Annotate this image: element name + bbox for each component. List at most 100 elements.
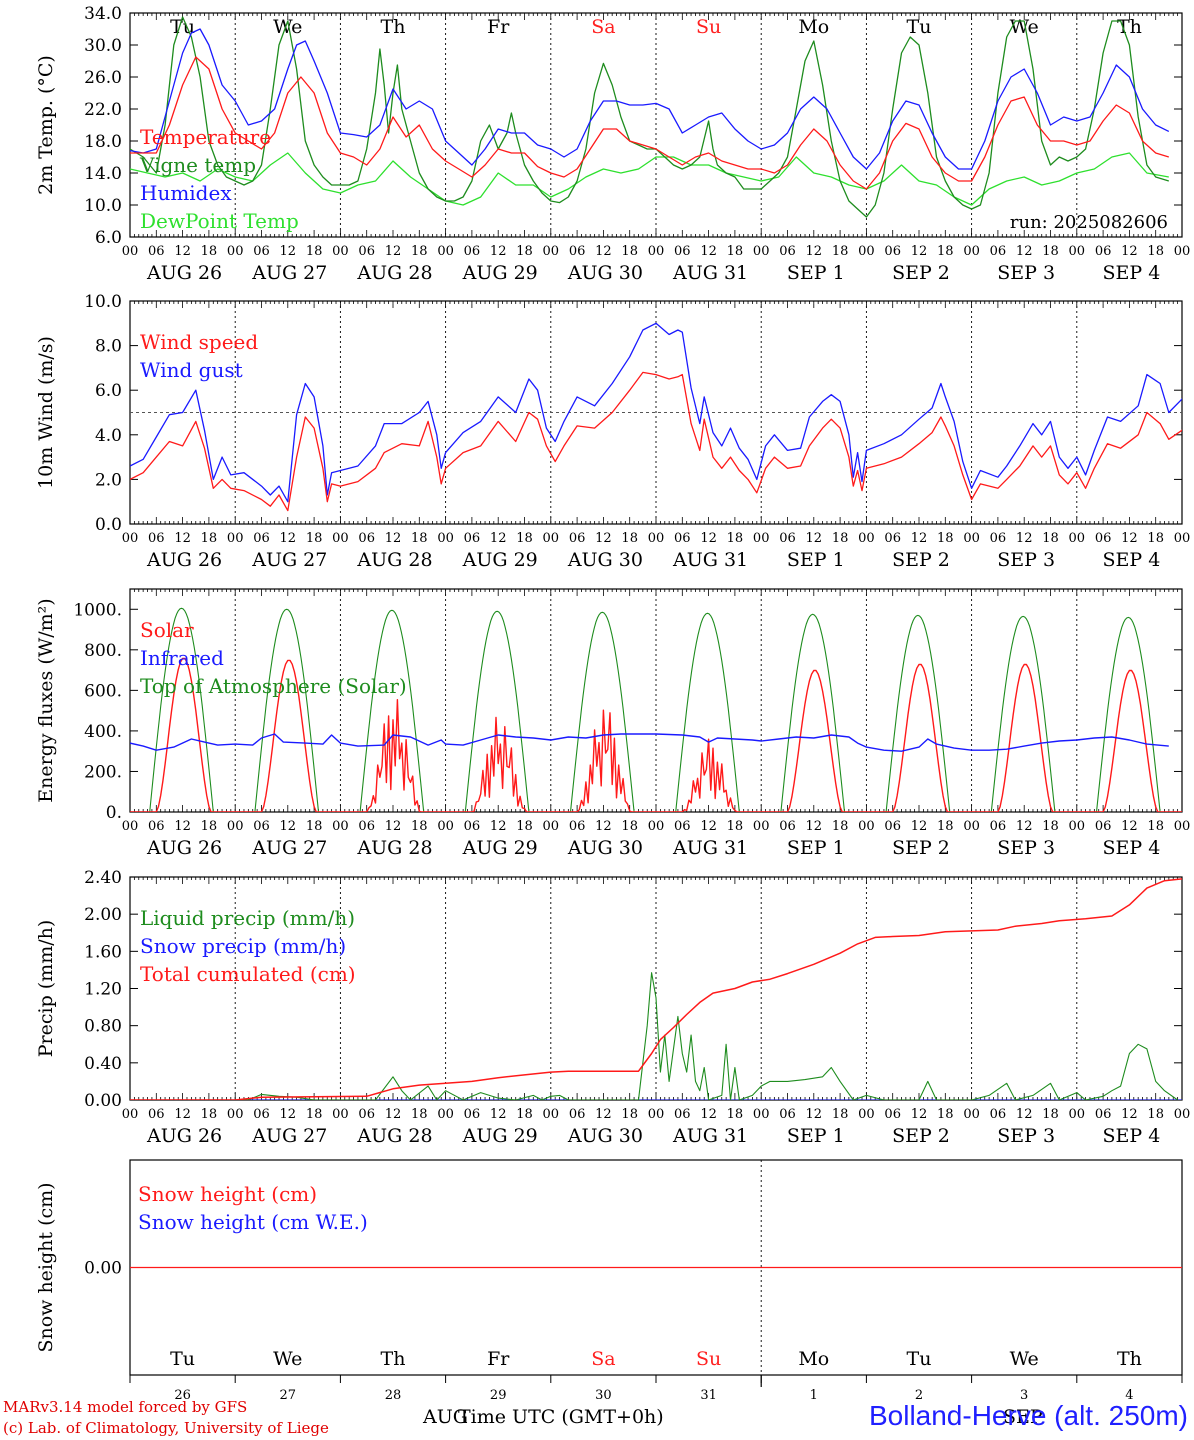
hour-tick-label: 00 (1069, 531, 1086, 546)
hour-tick-label: 18 (306, 819, 323, 834)
wind-panel: 0.0 2.0 4.0 6.0 8.0 10.0 10m Wind (m/s) 00 06 12 1… (35, 292, 1191, 571)
hour-tick-label: 18 (516, 819, 533, 834)
hour-tick-label: 06 (990, 244, 1007, 259)
hour-tick-label: 18 (1147, 819, 1164, 834)
legend-entry: Humidex (140, 181, 232, 205)
day-name: We (273, 16, 302, 38)
hour-tick-label: 18 (306, 1107, 323, 1122)
hour-tick-label: 12 (595, 531, 612, 546)
hour-tick-label: 00 (122, 244, 139, 259)
hour-tick-label: 18 (1042, 819, 1059, 834)
series-line-solar (130, 657, 1182, 812)
hour-tick-label: 18 (1042, 244, 1059, 259)
date-label: AUG 28 (356, 262, 432, 284)
date-label: SEP 1 (787, 262, 845, 284)
hour-tick-label: 12 (700, 1107, 717, 1122)
hour-tick-label: 06 (253, 244, 270, 259)
y-tick-label: 8.0 (95, 337, 122, 357)
hour-tick-label: 06 (569, 244, 586, 259)
legend-entry: Total cumulated (cm) (140, 962, 356, 986)
hour-tick-label: 00 (437, 1107, 454, 1122)
day-name: Th (1117, 1348, 1142, 1370)
hour-tick-label: 06 (148, 244, 165, 259)
hour-tick-label: 00 (332, 819, 349, 834)
hour-tick-label: 00 (543, 244, 560, 259)
day-name: Tu (170, 1348, 195, 1370)
hour-tick-label: 12 (806, 1107, 823, 1122)
hour-tick-label: 00 (858, 244, 875, 259)
date-label: SEP 2 (892, 837, 950, 859)
hour-tick-label: 06 (884, 1107, 901, 1122)
hour-tick-label: 00 (543, 819, 560, 834)
hour-tick-label: 18 (516, 244, 533, 259)
y-tick-label: 2.40 (84, 868, 122, 888)
hour-tick-label: 06 (674, 819, 691, 834)
date-label: SEP 4 (1102, 549, 1160, 571)
y-tick-label: 2.00 (84, 905, 122, 925)
hour-tick-label: 00 (437, 244, 454, 259)
hour-tick-label: 18 (411, 244, 428, 259)
hour-tick-label: 00 (858, 531, 875, 546)
hour-tick-label: 06 (464, 531, 481, 546)
day-name: We (1010, 1348, 1039, 1370)
hour-tick-label: 00 (648, 531, 665, 546)
hour-tick-label: 18 (621, 244, 638, 259)
day-number: 1 (810, 1388, 818, 1403)
legend-entry: Snow height (cm) (138, 1182, 317, 1206)
precip-panel: 0.00 0.40 0.80 1.20 1.60 2.00 2.40 Precip (mm/h… (35, 868, 1190, 1147)
hour-tick-label: 00 (1174, 244, 1191, 259)
hour-tick-label: 18 (201, 819, 218, 834)
hour-tick-label: 06 (253, 819, 270, 834)
date-label: SEP 4 (1102, 1125, 1160, 1147)
date-label: AUG 27 (251, 262, 327, 284)
y-tick-label: 0.0 (95, 515, 122, 535)
day-name: Tu (907, 1348, 932, 1370)
date-label: SEP 4 (1102, 262, 1160, 284)
hour-tick-label: 18 (201, 244, 218, 259)
hour-tick-label: 00 (1174, 819, 1191, 834)
date-label: AUG 29 (462, 837, 538, 859)
hour-tick-label: 18 (832, 531, 849, 546)
day-name: Mo (798, 16, 829, 38)
hour-tick-label: 00 (1174, 531, 1191, 546)
y-tick-label: 400. (84, 722, 122, 742)
hour-tick-label: 18 (516, 531, 533, 546)
date-label: SEP 3 (997, 837, 1055, 859)
hour-tick-label: 18 (306, 244, 323, 259)
hour-tick-label: 00 (227, 1107, 244, 1122)
day-number: 3 (1020, 1388, 1028, 1403)
hour-tick-label: 18 (727, 531, 744, 546)
hour-tick-label: 18 (1042, 531, 1059, 546)
hour-tick-label: 00 (543, 531, 560, 546)
hour-tick-label: 12 (911, 244, 928, 259)
hour-tick-label: 00 (1174, 1107, 1191, 1122)
legend-entry: Vigne temp (139, 153, 256, 177)
date-label: SEP 2 (892, 1125, 950, 1147)
hour-tick-label: 18 (621, 819, 638, 834)
y-tick-label: 2.0 (95, 470, 122, 490)
y-tick-label: 600. (84, 681, 122, 701)
x-axis-title: Time UTC (GMT+0h) (458, 1406, 664, 1428)
hour-tick-label: 00 (753, 819, 770, 834)
hour-tick-label: 12 (1016, 244, 1033, 259)
series-line-top-of-atmosphere (130, 607, 1182, 812)
y-tick-label: 800. (84, 641, 122, 661)
hour-tick-label: 12 (1121, 819, 1138, 834)
series-line-liquid-precip-mm-h- (130, 972, 1178, 1100)
hour-tick-label: 00 (963, 244, 980, 259)
day-number: 2 (915, 1388, 923, 1403)
date-label: AUG 28 (356, 1125, 432, 1147)
hour-tick-label: 18 (832, 819, 849, 834)
hour-tick-label: 06 (569, 1107, 586, 1122)
hour-tick-label: 00 (753, 531, 770, 546)
hour-tick-label: 18 (411, 1107, 428, 1122)
legend-entry: Wind gust (140, 358, 243, 382)
hour-tick-label: 06 (253, 531, 270, 546)
hour-tick-label: 12 (1121, 244, 1138, 259)
hour-tick-label: 18 (621, 1107, 638, 1122)
hour-tick-label: 06 (148, 1107, 165, 1122)
hour-tick-label: 18 (411, 819, 428, 834)
date-label: AUG 27 (251, 549, 327, 571)
legend-entry: Temperature (140, 125, 271, 149)
